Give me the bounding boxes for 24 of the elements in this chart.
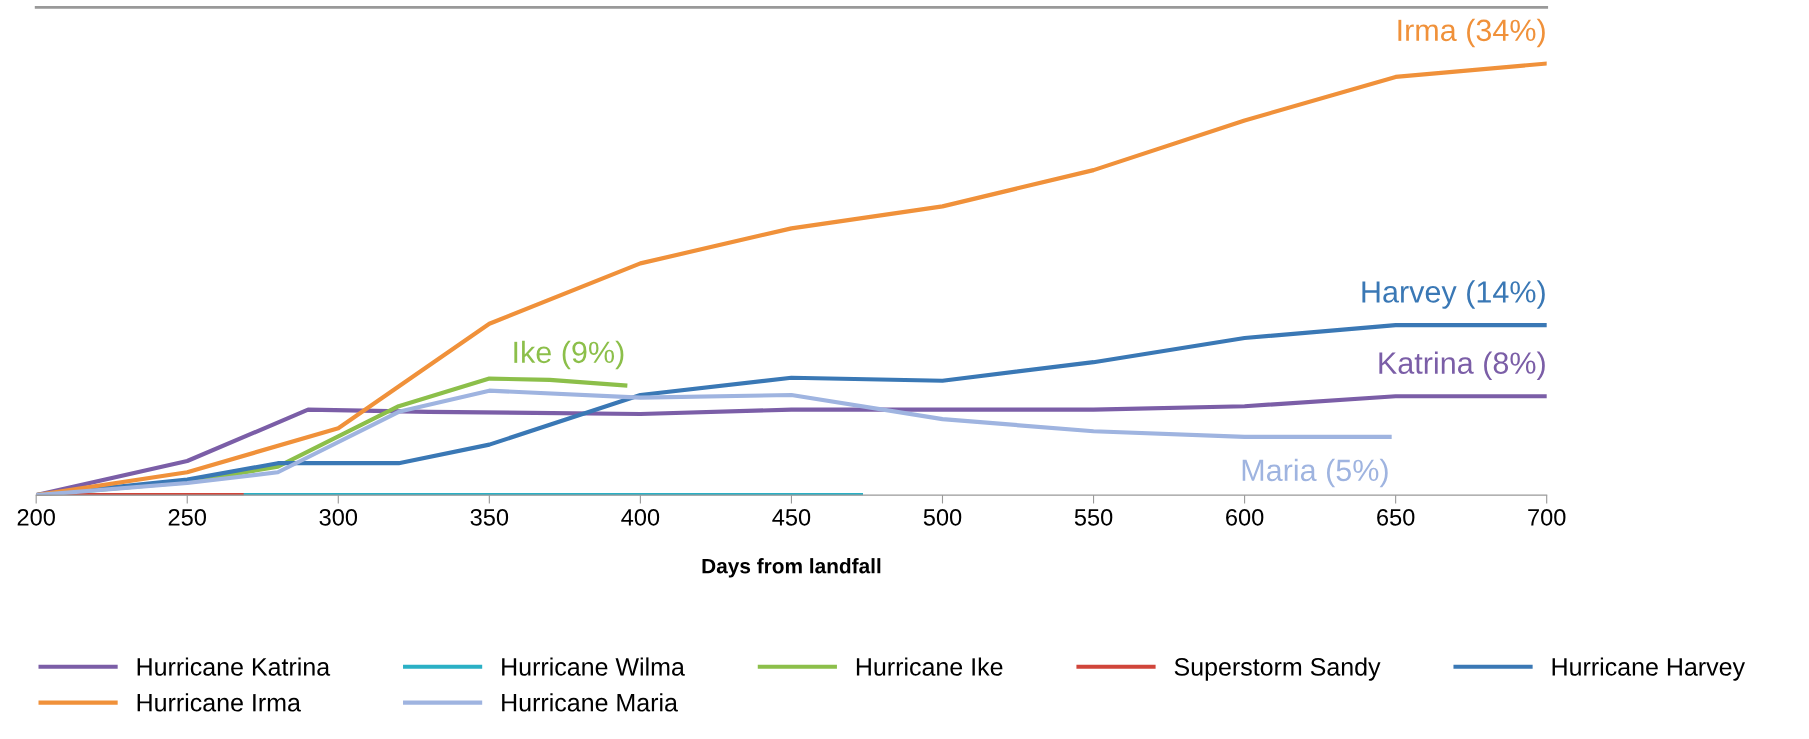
annotation: Irma (34%) (1398, 18, 1545, 48)
x-axis-title: Days from landfall (702, 558, 881, 578)
annotation: Maria (5%) (1242, 458, 1388, 488)
legend-label: Hurricane Maria (502, 693, 678, 712)
x-tick-label: 200 (17, 508, 55, 526)
annotation: Harvey (14%) (1362, 280, 1545, 309)
x-tick-label: 300 (319, 508, 358, 526)
x-tick-label: 350 (470, 508, 509, 526)
x-tick-label: 650 (1377, 508, 1415, 526)
legend-label: Hurricane Katrina (137, 657, 331, 676)
x-tick-label: 500 (923, 508, 962, 526)
legend-label: Hurricane Harvey (1552, 657, 1746, 681)
legend-label: Hurricane Ike (856, 657, 1003, 676)
annotation: Katrina (8%) (1379, 351, 1545, 380)
annotation: Ike (9%) (514, 340, 624, 370)
x-tick-label: 400 (621, 508, 660, 526)
x-tick-label: 450 (772, 508, 811, 526)
x-tick-label: 250 (168, 508, 207, 526)
legend-label: Hurricane Irma (137, 693, 301, 712)
x-tick-label: 550 (1074, 508, 1113, 526)
legend-label: Superstorm Sandy (1174, 657, 1381, 681)
x-tick-label: 600 (1226, 508, 1264, 526)
legend-label: Hurricane Wilma (502, 657, 685, 676)
x-tick-label: 700 (1528, 508, 1566, 526)
